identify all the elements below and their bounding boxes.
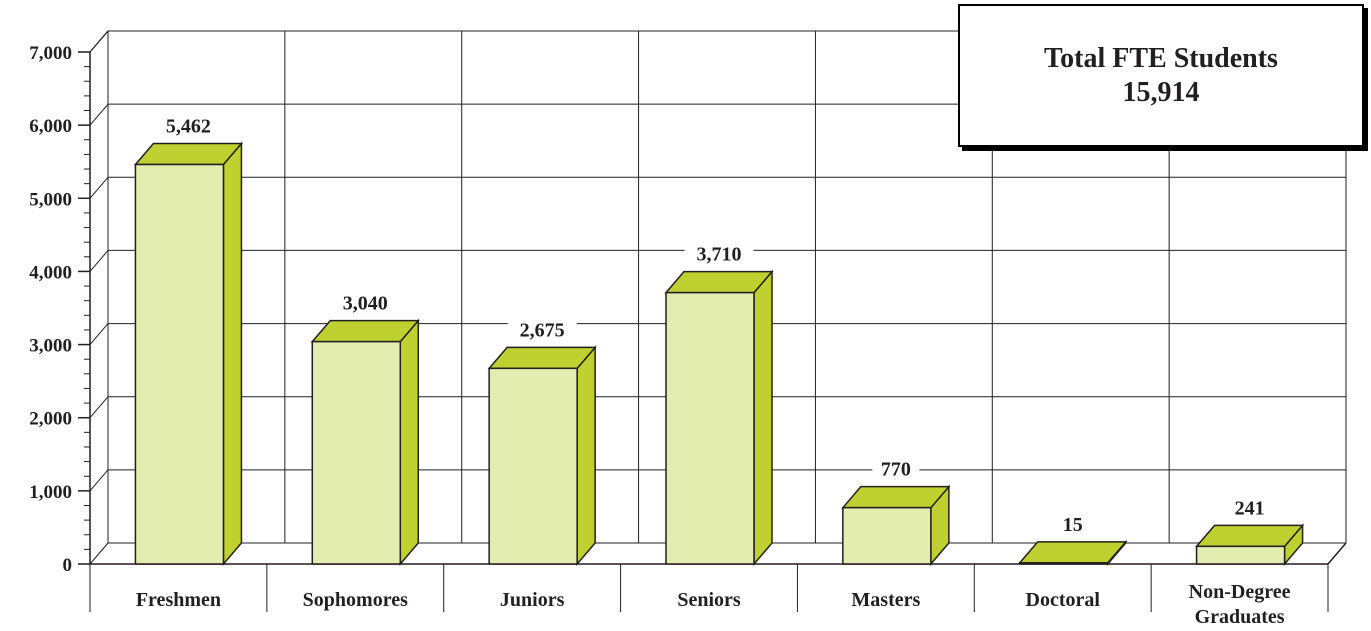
bar-6 [1194, 523, 1305, 567]
bar-1 [310, 318, 420, 567]
y-tick-label: 3,000 [29, 336, 72, 357]
bar-side [576, 345, 596, 567]
bar-0 [133, 141, 244, 567]
value-label: 241 [1235, 497, 1265, 519]
value-label-bg [153, 112, 223, 138]
total-fte-annotation: Total FTE Students 15,914 [958, 4, 1364, 147]
value-label-bg [1226, 494, 1274, 520]
x-category-label: Masters [851, 589, 920, 611]
bar-top [664, 270, 774, 294]
bar-side [753, 269, 773, 567]
bar-2 [487, 345, 597, 567]
bar-top [310, 319, 420, 343]
bar-front [488, 367, 578, 565]
bar-front [1018, 562, 1109, 565]
gridline-side [89, 176, 109, 199]
x-category-label: Doctoral [1026, 589, 1101, 611]
bar-front [311, 340, 402, 565]
value-label-bg [1054, 510, 1091, 536]
value-label-bg [684, 240, 754, 266]
y-tick-label: 2,000 [29, 409, 72, 430]
bar-top [1018, 541, 1128, 564]
value-label-bg [507, 316, 577, 342]
value-label: 5,462 [166, 115, 211, 137]
value-label: 770 [881, 459, 911, 481]
x-category-label: Freshmen [136, 589, 221, 611]
value-label: 2,675 [520, 319, 565, 341]
value-label: 3,710 [697, 244, 742, 266]
bar-front [1195, 545, 1286, 565]
total-fte-title: Total FTE Students [1044, 43, 1278, 74]
bar-3 [664, 269, 774, 567]
bar-5 [1018, 539, 1128, 567]
x-category-label: Juniors [500, 589, 565, 611]
value-label-bg [330, 289, 400, 315]
x-category-label: Non-Degree [1189, 581, 1291, 603]
y-tick-label: 4,000 [29, 262, 72, 283]
gridline-side [89, 469, 109, 492]
bar-front [842, 506, 932, 565]
y-tick-label: 0 [63, 555, 73, 576]
bar-top [841, 485, 951, 509]
value-label: 3,040 [343, 293, 388, 315]
gridline-side [89, 323, 109, 345]
bar-front [665, 291, 755, 565]
value-label-bg [872, 455, 920, 481]
bar-side [222, 141, 243, 567]
y-tick-label: 1,000 [29, 482, 72, 503]
bar-front [134, 163, 225, 565]
y-tick-label: 5,000 [29, 189, 72, 210]
bars [133, 141, 1305, 567]
bar-top [487, 346, 597, 370]
value-label: 15 [1063, 514, 1083, 536]
bar-top [133, 142, 244, 166]
bar-top [1194, 524, 1305, 548]
bar-4 [841, 484, 951, 567]
total-fte-value: 15,914 [1122, 77, 1200, 108]
floor-right-edge [1327, 542, 1347, 565]
x-category-label: Sophomores [303, 589, 408, 611]
gridline-side [89, 250, 109, 272]
bar-side [399, 318, 420, 567]
labels: 0 1,000 2,000 3,000 4,000 5,000 6,000 7,000 5,46… [29, 43, 1290, 628]
x-category-label: Seniors [677, 589, 741, 611]
y-axis-top-edge [89, 30, 109, 53]
y-tick-label: 6,000 [29, 116, 72, 137]
x-category-label: Graduates [1195, 606, 1285, 628]
floor-left-edge [89, 542, 109, 565]
gridline-side [89, 103, 109, 126]
y-tick-label: 7,000 [29, 43, 72, 64]
gridline-side [89, 396, 109, 419]
